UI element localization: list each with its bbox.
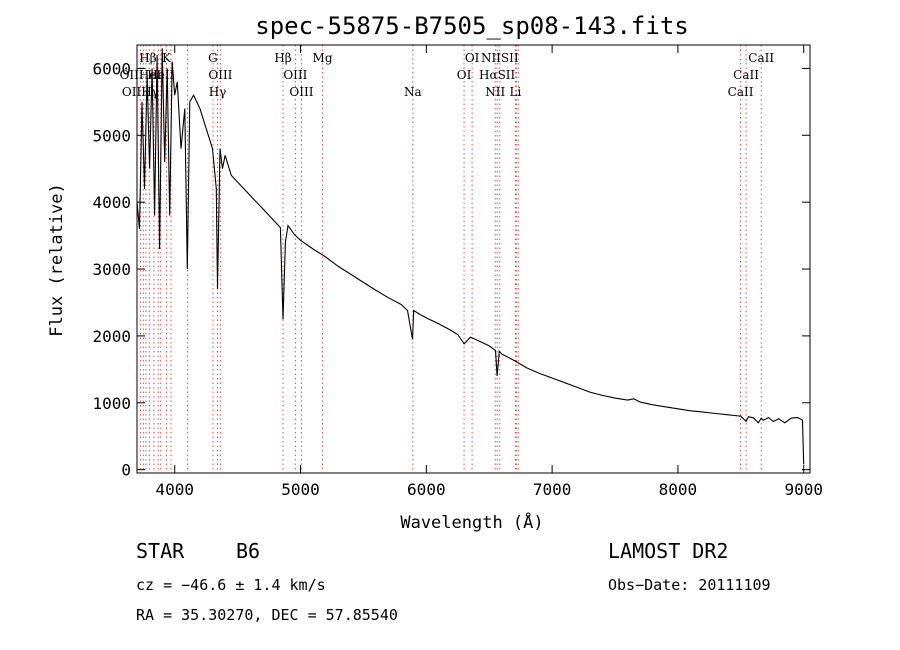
x-axis-label: Wavelength (Å) [400,511,543,533]
spectral-line-label: Hγ [209,85,227,99]
spectral-line-label: Li [509,85,521,99]
coordinates-readout: RA = 35.30270, DEC = 57.85540 [136,606,398,624]
spectral-line-label: OI [457,68,472,82]
object-subclass: B6 [236,539,260,563]
spectral-line-label: OIIHγ [122,85,159,99]
x-tick-label: 6000 [407,480,446,499]
x-tick-label: 7000 [533,480,572,499]
spectral-line-label: OIII [208,68,232,82]
y-tick-label: 0 [121,461,131,480]
spectral-line-label: NIISII [481,51,519,65]
y-tick-label: 2000 [92,327,131,346]
spectral-line-label: Hβ [274,51,291,65]
y-tick-label: 5000 [92,126,131,145]
observation-date: Obs−Date: 20111109 [608,576,771,594]
y-tick-label: 4000 [92,193,131,212]
spectral-line-label: CaII [733,68,759,82]
y-tick-label: 6000 [92,59,131,78]
survey-name: LAMOST DR2 [608,539,728,563]
spectral-line-label: HαSII [479,68,516,82]
spectral-line-label: Na [404,85,422,99]
spectral-line-label: OIII [289,85,313,99]
chart-title: spec-55875-B7505_sp08-143.fits [255,12,688,40]
spectrum-line [136,48,805,465]
spectral-line-label: NII [485,85,505,99]
spectral-line-label: Mg [313,51,333,65]
spectral-line-label: OIIHeI [120,68,162,82]
x-axis-ticks: 4000 5000 6000 7000 8000 9000 [155,45,823,499]
x-tick-label: 8000 [659,480,698,499]
object-type: STAR [136,539,185,563]
plot-frame [136,44,811,474]
spectral-line-label: CaII [728,85,754,99]
y-axis-label: Flux (relative) [47,183,67,337]
y-tick-label: 1000 [92,394,131,413]
spectral-line-label: K [162,51,172,65]
redshift-readout: cz = −46.6 ± 1.4 km/s [136,576,326,594]
spectral-line-label: G [208,51,218,65]
spectral-line-label: OIII [283,68,307,82]
x-tick-label: 9000 [784,480,823,499]
y-axis-ticks: 0 1000 2000 3000 4000 5000 6000 [92,59,810,480]
x-tick-label: 5000 [281,480,320,499]
spectral-line-markers [139,45,762,473]
spectral-line-label: OI [465,51,480,65]
spectral-line-label: CaII [748,51,774,65]
x-tick-label: 4000 [155,480,194,499]
y-tick-label: 3000 [92,260,131,279]
spectral-line-label: Hβ [139,51,156,65]
